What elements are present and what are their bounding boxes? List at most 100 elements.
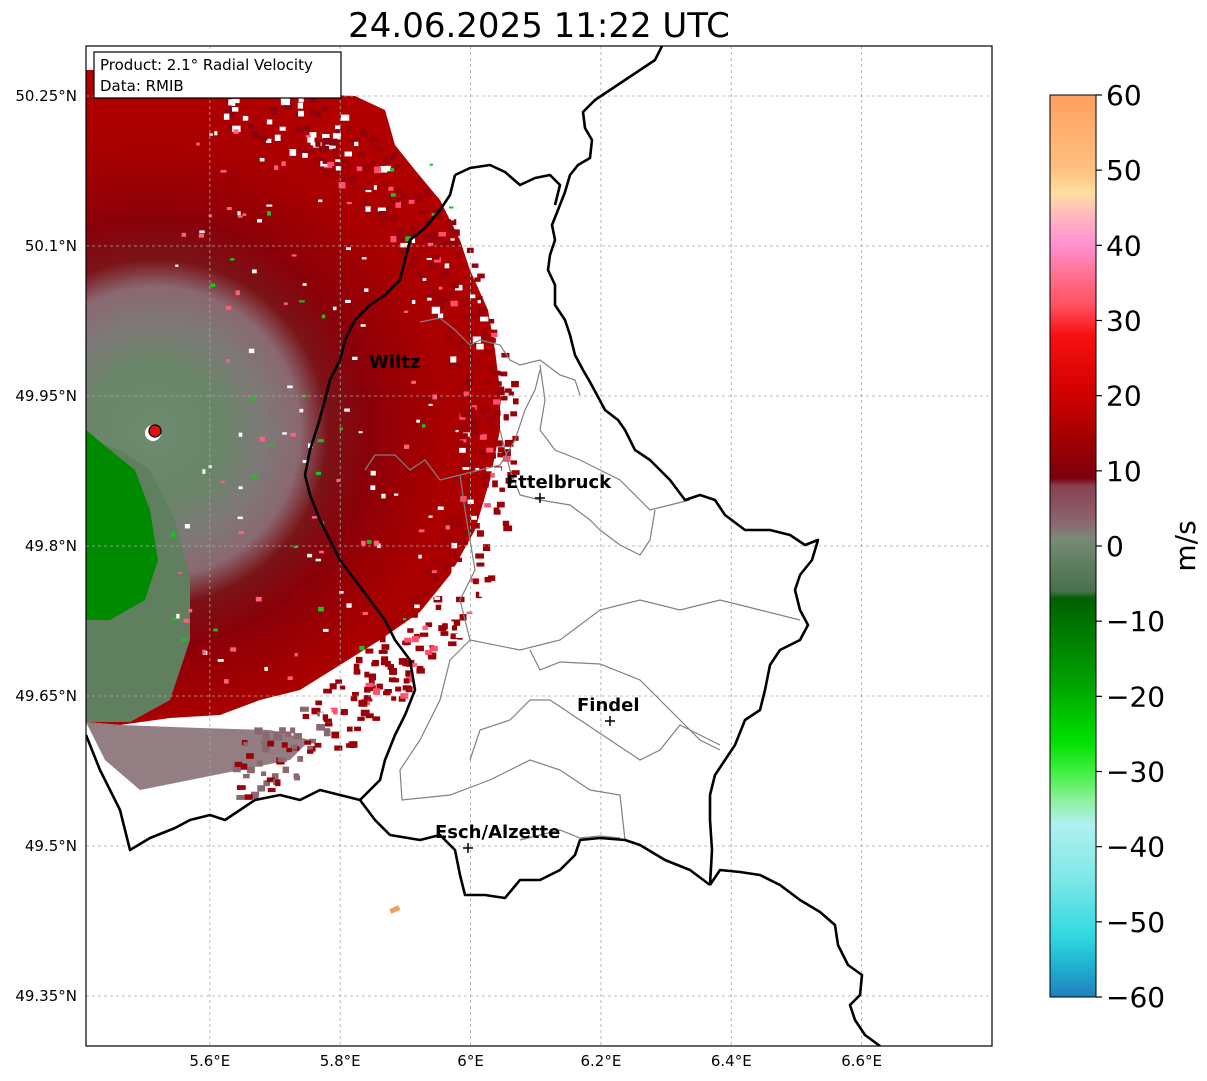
radar-speckle [256, 760, 263, 767]
radar-speckle [468, 350, 474, 358]
radar-speckle [373, 688, 381, 695]
radar-speckle [428, 515, 433, 518]
radar-speckle [372, 716, 381, 721]
radar-speckle [299, 300, 305, 303]
radar-speckle [302, 125, 310, 131]
radar-speckle [482, 330, 489, 338]
radar-speckle [471, 515, 477, 520]
radar-speckle [217, 658, 224, 662]
border-lu-be-north [454, 163, 562, 206]
lat-tick-label: 49.8°N [25, 537, 77, 555]
radar-speckle [450, 551, 458, 557]
radar-speckle [433, 558, 441, 565]
lat-tick-label: 49.65°N [15, 687, 77, 705]
radar-speckle [469, 421, 475, 428]
radar-speckle [373, 540, 379, 546]
radar-speckle [460, 410, 469, 417]
radar-speckle [425, 648, 432, 655]
radar-speckle [439, 241, 447, 247]
radar-speckle [461, 539, 469, 545]
radar-speckle [474, 277, 481, 282]
radar-speckle [403, 678, 410, 684]
radar-speckle [242, 115, 249, 121]
radar-speckle [450, 633, 459, 640]
radar-speckle [395, 686, 402, 692]
lat-tick-label: 50.25°N [15, 87, 77, 105]
radar-speckle [427, 263, 436, 271]
radar-speckle [434, 596, 441, 600]
radar-speckle [371, 210, 377, 217]
radar-speckle [427, 645, 435, 651]
radar-speckle [436, 234, 444, 242]
colorbar-tick-label: 0 [1106, 530, 1124, 563]
radar-speckle [331, 166, 338, 172]
radar-speckle [335, 166, 342, 171]
radar-speckle [213, 628, 218, 632]
radar-speckle [362, 611, 368, 616]
radar-speckle [428, 573, 438, 579]
canton-line-ettelbruck [499, 429, 656, 556]
radar-speckle [358, 431, 363, 434]
info-data-source: Data: RMIB [100, 77, 184, 95]
radar-speckle [282, 766, 290, 774]
radar-speckle [421, 233, 431, 239]
radar-speckle [330, 707, 338, 715]
radar-speckle [445, 333, 452, 341]
radar-speckle [357, 163, 363, 169]
radar-speckle [400, 242, 409, 248]
city-label-wiltz: Wiltz [369, 352, 420, 373]
radar-speckle [416, 665, 424, 673]
radar-speckle [379, 636, 386, 643]
radar-speckle [378, 210, 388, 217]
radar-speckle [342, 178, 351, 184]
border-lu-fr [358, 799, 711, 900]
radar-speckle [395, 201, 402, 208]
radar-speckle [314, 742, 322, 748]
lon-tick-label: 6.6°E [841, 1052, 882, 1070]
colorbar-unit-label: m/s [1169, 520, 1202, 571]
radar-speckle [374, 166, 382, 174]
radar-speckle [311, 707, 321, 715]
radar-speckle [447, 219, 457, 226]
radar-speckle [223, 113, 230, 120]
radar-speckle [482, 473, 491, 480]
radar-speckle [316, 724, 325, 731]
country-borders [86, 46, 881, 1046]
radar-speckle [459, 662, 463, 667]
radar-speckle [266, 211, 271, 216]
radar-speckle [358, 699, 368, 707]
canton-line-south [469, 699, 721, 761]
radar-speckle [505, 477, 513, 484]
radar-speckle [282, 432, 287, 435]
lat-tick-label: 50.1°N [25, 237, 77, 255]
radar-speckle [434, 188, 440, 194]
radar-speckle [438, 231, 447, 237]
radar-speckle [324, 728, 330, 735]
radar-speckle [298, 110, 304, 117]
radar-speckle [391, 198, 400, 203]
radar-speckle [373, 185, 377, 190]
radar-speckle [353, 669, 361, 675]
city-marker-esch [463, 843, 473, 853]
radar-speckle [358, 151, 366, 157]
radar-speckle [461, 529, 469, 536]
radar-speckle [309, 132, 317, 138]
radar-speckle [475, 296, 483, 303]
radar-speckle [365, 682, 374, 687]
radar-speckle [235, 290, 240, 296]
radar-speckle [285, 731, 292, 737]
radar-speckle [352, 691, 359, 697]
radar-speckle [188, 608, 193, 613]
radar-speckle [331, 731, 340, 739]
radar-speckle [254, 727, 263, 735]
radar-speckle [431, 212, 437, 217]
radar-speckle [470, 462, 478, 469]
radar-speckle [318, 199, 323, 203]
radar-speckle [427, 238, 435, 243]
radar-speckle [307, 749, 314, 754]
radar-speckle [459, 447, 466, 453]
radar-speckle [419, 632, 429, 637]
radar-speckle [316, 157, 323, 164]
colorbar-tick-label: −10 [1106, 605, 1165, 638]
radar-speckle [480, 449, 486, 455]
